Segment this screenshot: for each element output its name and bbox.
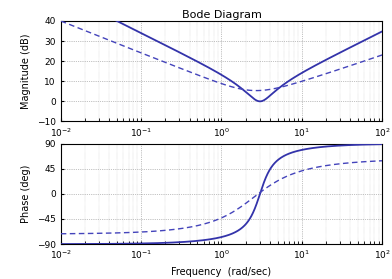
Title: Bode Diagram: Bode Diagram [181,10,261,20]
Y-axis label: Magnitude (dB): Magnitude (dB) [21,33,31,109]
X-axis label: Frequency  (rad/sec): Frequency (rad/sec) [171,267,272,277]
Y-axis label: Phase (deg): Phase (deg) [21,165,31,223]
